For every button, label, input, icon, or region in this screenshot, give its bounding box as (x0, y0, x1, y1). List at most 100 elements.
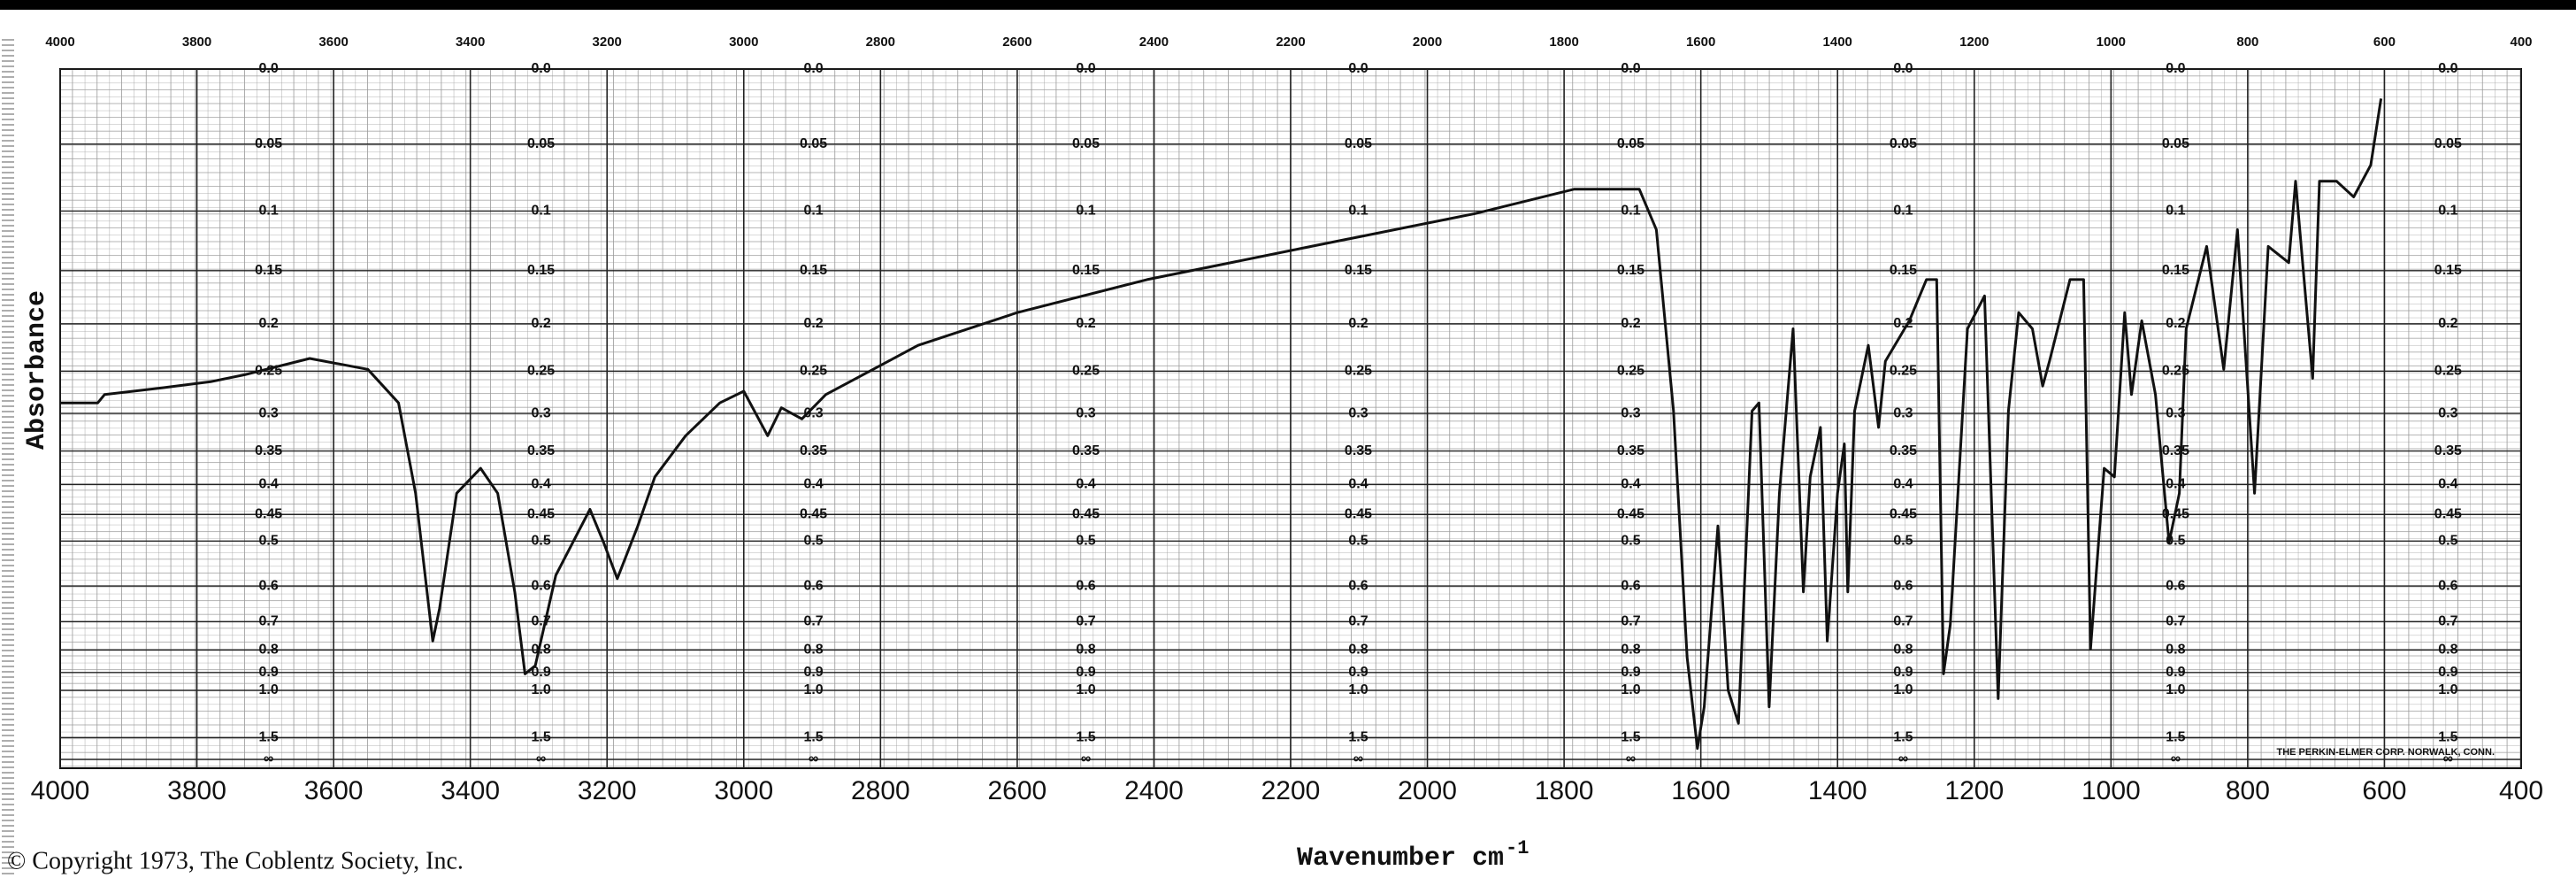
y-tick-label: 0.15 (800, 263, 827, 278)
x-tick-label-top: 1200 (1959, 35, 1989, 50)
y-tick-label: 0.25 (1617, 364, 1644, 379)
y-tick-label: 0.0 (803, 61, 823, 76)
y-tick-label: 0.9 (1621, 665, 1640, 680)
y-tick-label: 0.15 (2162, 263, 2189, 278)
y-tick-label: 0.9 (259, 665, 279, 680)
y-tick-label: 0.1 (803, 204, 823, 219)
y-tick-label: 0.45 (1072, 506, 1100, 521)
y-tick-label: 1.0 (803, 682, 823, 697)
y-tick-label: 0.05 (1345, 136, 1372, 151)
x-tick-label: 1400 (1808, 776, 1867, 805)
y-tick-label: 0.5 (259, 534, 279, 549)
y-tick-label: 0.15 (527, 263, 555, 278)
y-tick-label: 0.4 (531, 477, 550, 492)
x-tick-label: 1200 (1944, 776, 2004, 805)
y-tick-label: 0.25 (800, 364, 827, 379)
y-tick-label: 0.5 (1076, 534, 1095, 549)
y-tick-label: 0.7 (1076, 614, 1095, 629)
y-tick-label: ∞ (1081, 751, 1091, 766)
x-tick-label: 600 (2362, 776, 2406, 805)
x-tick-label: 3800 (167, 776, 226, 805)
y-axis-label: Absorbance (22, 290, 52, 450)
y-tick-label: 0.35 (1890, 443, 1917, 458)
y-tick-label: 1.0 (1621, 682, 1640, 697)
y-tick-label: 0.2 (1076, 316, 1095, 331)
y-tick-label: 0.9 (2438, 665, 2457, 680)
y-tick-label: 0.1 (2166, 204, 2185, 219)
y-tick-label: ∞ (2171, 751, 2181, 766)
y-tick-label: 0.5 (1348, 534, 1368, 549)
y-tick-label: 0.05 (527, 136, 555, 151)
y-tick-label: 0.8 (803, 643, 823, 658)
x-tick-label-top: 2000 (1413, 35, 1442, 50)
y-tick-label: 0.25 (527, 364, 555, 379)
y-tick-label: 0.5 (2438, 534, 2457, 549)
y-tick-label: 0.3 (1621, 405, 1640, 420)
y-tick-label: 0.6 (1893, 578, 1913, 593)
y-tick-label: 0.3 (2166, 405, 2185, 420)
x-tick-label-top: 2400 (1139, 35, 1169, 50)
y-tick-label: 1.0 (531, 682, 550, 697)
y-tick-label: 1.0 (2166, 682, 2185, 697)
x-tick-label: 2400 (1124, 776, 1184, 805)
y-tick-label: 0.9 (1893, 665, 1913, 680)
y-tick-label: 0.9 (531, 665, 550, 680)
copyright: © Copyright 1973, The Coblentz Society, … (7, 847, 464, 874)
y-tick-label: 0.7 (1621, 614, 1640, 629)
x-axis-label: Wavenumber cm (1297, 843, 1504, 874)
y-tick-label: 1.5 (1348, 730, 1368, 745)
x-tick-label-top: 3200 (593, 35, 622, 50)
y-tick-label: 0.45 (1345, 506, 1372, 521)
y-tick-label: 0.05 (255, 136, 282, 151)
y-tick-label: 0.35 (800, 443, 827, 458)
y-tick-label: 0.1 (1893, 204, 1913, 219)
x-tick-label-top: 600 (2373, 35, 2396, 50)
y-tick-label: 0.6 (803, 578, 823, 593)
y-tick-label: 1.5 (2438, 730, 2457, 745)
y-tick-label: 0.2 (1893, 316, 1913, 331)
y-tick-label: 0.4 (1893, 477, 1913, 492)
y-tick-label: 0.15 (1072, 263, 1100, 278)
x-tick-label: 3400 (441, 776, 500, 805)
y-tick-label: 0.2 (803, 316, 823, 331)
x-tick-label: 2800 (851, 776, 910, 805)
y-tick-label: 0.3 (1893, 405, 1913, 420)
y-tick-label: 0.3 (531, 405, 550, 420)
y-tick-label: 0.6 (2438, 578, 2457, 593)
x-tick-label-top: 1000 (2097, 35, 2126, 50)
y-tick-label: 0.45 (1890, 506, 1917, 521)
y-tick-label: 0.0 (1621, 61, 1640, 76)
y-tick-label: ∞ (264, 751, 273, 766)
x-tick-label: 1800 (1535, 776, 1594, 805)
y-tick-label: 0.7 (1348, 614, 1368, 629)
y-tick-label: 0.8 (1621, 643, 1640, 658)
y-tick-label: 0.2 (1348, 316, 1368, 331)
y-tick-label: 0.2 (2166, 316, 2185, 331)
y-tick-label: 0.25 (1072, 364, 1100, 379)
spectrum-line (60, 98, 2383, 751)
x-tick-label-top: 3800 (182, 35, 211, 50)
y-tick-label: 0.9 (1348, 665, 1368, 680)
y-tick-label: 0.05 (2434, 136, 2462, 151)
y-tick-label: 0.8 (2166, 643, 2185, 658)
x-tick-label: 4000 (31, 776, 90, 805)
x-tick-label: 3200 (578, 776, 637, 805)
y-tick-label: 0.5 (1621, 534, 1640, 549)
y-tick-label: 0.05 (1617, 136, 1644, 151)
x-tick-label: 400 (2499, 776, 2543, 805)
x-tick-label: 2000 (1398, 776, 1457, 805)
y-tick-label: 0.2 (2438, 316, 2457, 331)
x-tick-label-top: 400 (2510, 35, 2532, 50)
y-tick-label: 0.7 (2166, 614, 2185, 629)
y-tick-label: 1.5 (259, 730, 279, 745)
y-tick-label: 0.6 (1076, 578, 1095, 593)
y-tick-label: 0.6 (531, 578, 550, 593)
y-tick-label: 1.5 (803, 730, 823, 745)
y-tick-label: 0.3 (1076, 405, 1095, 420)
y-tick-label: 0.15 (2434, 263, 2462, 278)
x-tick-label-top: 4000 (45, 35, 74, 50)
y-tick-label: 0.35 (1345, 443, 1372, 458)
x-tick-label-top: 2600 (1002, 35, 1031, 50)
